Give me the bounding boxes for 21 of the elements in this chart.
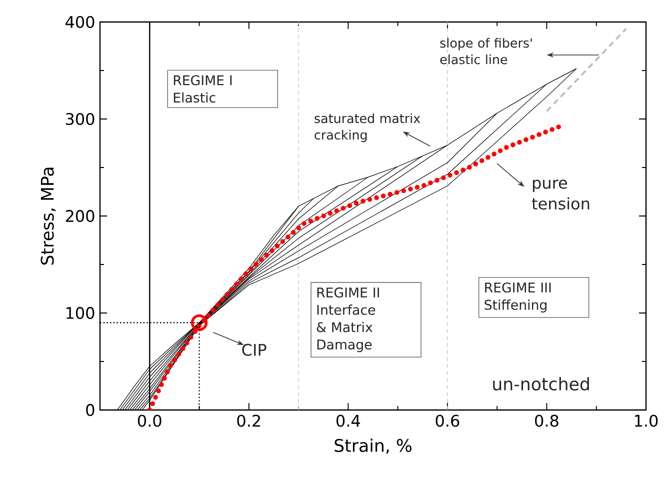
annotation: REGIME I Elastic <box>174 75 232 103</box>
y-tick-label: 300 <box>66 112 94 126</box>
x-tick-label: 1.0 <box>635 414 658 427</box>
y-axis-title: Stress, MPa <box>40 168 56 265</box>
y-tick-label: 100 <box>66 306 94 320</box>
annotation: REGIME II Interface & Matrix Damage <box>316 287 379 352</box>
y-tick-label: 200 <box>66 210 94 222</box>
annotation: saturated matrix cracking <box>314 113 420 142</box>
annotation: REGIME III Stiffening <box>484 282 551 312</box>
x-tick-label: 0.2 <box>237 414 260 427</box>
x-tick-label: 0.6 <box>436 414 460 427</box>
y-tick-label: 0 <box>86 404 94 416</box>
x-tick-label: 0.4 <box>336 414 360 427</box>
x-axis-title: Strain, % <box>334 438 412 454</box>
annotation: un-notched <box>493 377 589 391</box>
annotation: slope of fibers' elastic line <box>440 38 532 64</box>
annotation: CIP <box>242 344 266 356</box>
text: pure tension <box>532 180 590 210</box>
y-tick-label: 400 <box>66 16 94 28</box>
x-tick-label: 0.0 <box>138 414 162 427</box>
x-tick-label: 0.8 <box>535 414 558 427</box>
